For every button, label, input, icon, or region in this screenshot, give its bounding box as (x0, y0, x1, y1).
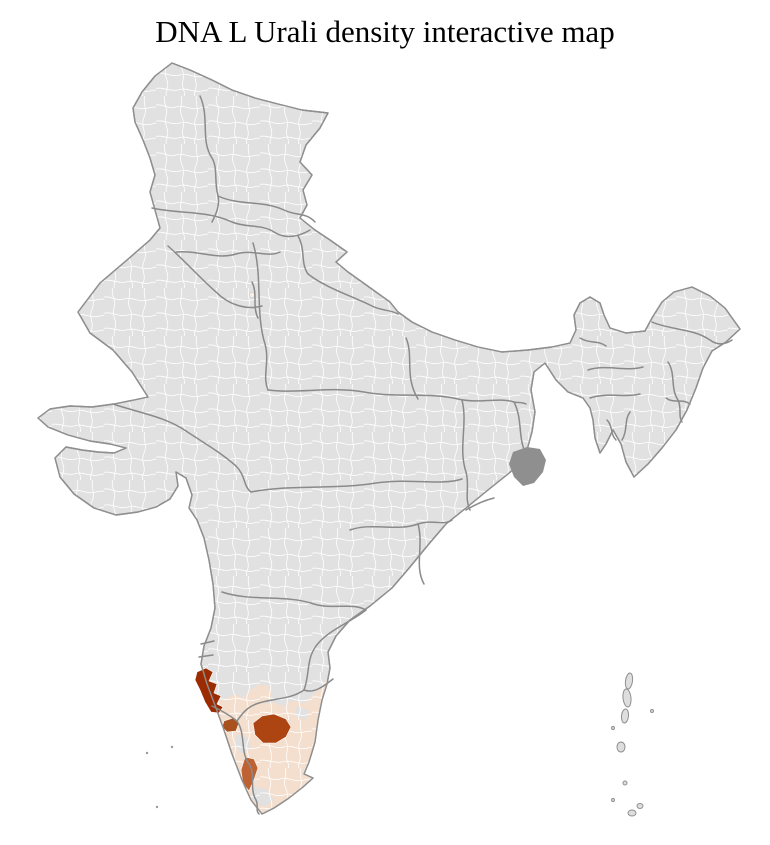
delta-islands-patch (509, 447, 546, 486)
state-boundaries (112, 95, 733, 815)
tiny-light-district-north[interactable] (249, 292, 255, 298)
andaman-nicobar-islands (611, 672, 654, 817)
density-district-medium-ghats[interactable] (240, 756, 259, 792)
lakshadweep-islands (145, 745, 174, 809)
density-district-high-central[interactable] (252, 713, 292, 744)
district-grid-overlay (38, 63, 740, 814)
page-title: DNA L Urali density interactive map (155, 14, 615, 49)
